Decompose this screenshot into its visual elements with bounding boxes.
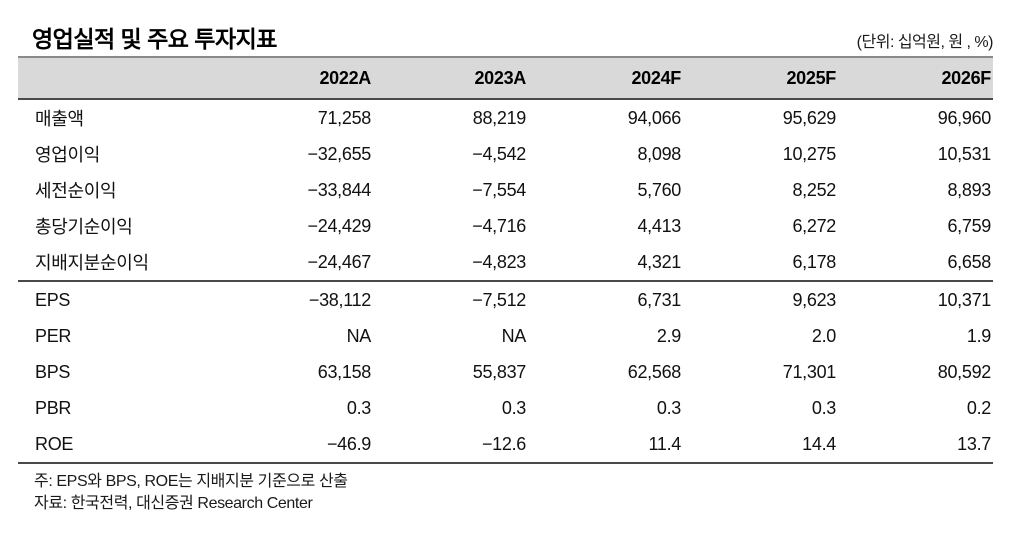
cell: 11.4 <box>648 433 682 454</box>
cell: 95,629 <box>782 107 837 128</box>
col-header-2022a: 2022A <box>218 57 373 100</box>
cell: 13.7 <box>957 433 991 454</box>
col-header-2025f: 2025F <box>683 57 838 100</box>
row-label: EPS <box>35 289 71 310</box>
cell: −38,112 <box>308 289 371 310</box>
cell: 0.3 <box>346 397 371 418</box>
row-label: 세전순이익 <box>35 181 117 201</box>
unit-note: (단위: 십억원, 원 , %) <box>856 34 994 51</box>
table-row-controlling-net-profit: 지배지분순이익 −24,467 −4,823 4,321 6,178 6,658 <box>18 244 993 281</box>
cell: 0.3 <box>501 397 526 418</box>
cell: 1.9 <box>966 325 991 346</box>
table-row-per: PER NA NA 2.9 2.0 1.9 <box>18 318 993 354</box>
cell: 94,066 <box>627 107 682 128</box>
table-row-total-net-profit: 총당기순이익 −24,429 −4,716 4,413 6,272 6,759 <box>18 208 993 244</box>
row-label: 지배지분순이익 <box>35 253 149 273</box>
cell: 5,760 <box>637 179 681 200</box>
cell: 4,321 <box>637 251 681 272</box>
cell: 6,178 <box>792 251 836 272</box>
table-row-bps: BPS 63,158 55,837 62,568 71,301 80,592 <box>18 354 993 390</box>
cell: 8,098 <box>637 143 681 164</box>
cell: −33,844 <box>307 179 372 200</box>
footnotes-block: 주: EPS와 BPS, ROE는 지배지분 기준으로 산출 자료: 한국전력,… <box>18 471 993 515</box>
cell: NA <box>501 325 527 346</box>
col-header-2023a: 2023A <box>373 57 528 100</box>
cell: 63,158 <box>317 361 372 382</box>
cell: −7,554 <box>472 179 526 200</box>
cell: 6,759 <box>947 215 991 236</box>
cell: −12.6 <box>481 433 526 454</box>
cell: 2.0 <box>811 325 836 346</box>
cell: −24,429 <box>307 215 372 236</box>
cell: −24,467 <box>307 251 372 272</box>
cell: 6,731 <box>637 289 681 310</box>
row-label: BPS <box>35 361 71 382</box>
row-label: PER <box>35 325 72 346</box>
cell: 71,258 <box>317 107 372 128</box>
row-label: PBR <box>35 397 72 418</box>
cell: 10,275 <box>782 143 837 164</box>
cell: 4,413 <box>637 215 681 236</box>
cell: 8,252 <box>792 179 836 200</box>
cell: −4,716 <box>472 215 526 236</box>
cell: 0.3 <box>811 397 836 418</box>
cell: 10,531 <box>937 143 992 164</box>
cell: 14.4 <box>802 433 836 454</box>
page-title: 영업실적 및 주요 투자지표 <box>32 26 277 52</box>
cell: 9,623 <box>792 289 836 310</box>
cell: 10,371 <box>937 289 992 310</box>
cell: −32,655 <box>307 143 372 164</box>
col-header-2026f: 2026F <box>838 57 993 100</box>
cell: −4,542 <box>472 143 526 164</box>
cell: 6,272 <box>792 215 836 236</box>
cell: −4,823 <box>472 251 526 272</box>
table-row-operating-profit: 영업이익 −32,655 −4,542 8,098 10,275 10,531 <box>18 136 993 172</box>
cell: 88,219 <box>472 107 527 128</box>
cell: −46.9 <box>326 433 371 454</box>
cell: 71,301 <box>782 361 837 382</box>
cell: 0.3 <box>656 397 681 418</box>
cell: 80,592 <box>937 361 992 382</box>
cell: 8,893 <box>947 179 991 200</box>
cell: 2.9 <box>656 325 681 346</box>
cell: 96,960 <box>937 107 992 128</box>
valuation-metrics-section: EPS −38,112 −7,512 6,731 9,623 10,371 PE… <box>18 281 993 463</box>
row-label: 영업이익 <box>35 145 101 165</box>
table-row-roe: ROE −46.9 −12.6 11.4 14.4 13.7 <box>18 426 993 463</box>
cell: NA <box>346 325 372 346</box>
table-row-pbr: PBR 0.3 0.3 0.3 0.3 0.2 <box>18 390 993 426</box>
cell: −7,512 <box>472 289 526 310</box>
income-statement-section: 매출액 71,258 88,219 94,066 95,629 96,960 영… <box>18 99 993 281</box>
table-row-eps: EPS −38,112 −7,512 6,731 9,623 10,371 <box>18 281 993 318</box>
row-label: 총당기순이익 <box>35 217 133 237</box>
cell: 6,658 <box>947 251 991 272</box>
column-header-row: 2022A 2023A 2024F 2025F 2026F <box>18 57 993 100</box>
col-header-2024f: 2024F <box>528 57 683 100</box>
cell: 62,568 <box>627 361 682 382</box>
row-label: ROE <box>35 433 74 454</box>
footnote-note: 주: EPS와 BPS, ROE는 지배지분 기준으로 산출 <box>34 473 348 490</box>
cell: 0.2 <box>966 397 991 418</box>
table-row-revenue: 매출액 71,258 88,219 94,066 95,629 96,960 <box>18 99 993 136</box>
col-header-metric <box>18 57 218 100</box>
table-header-block: 영업실적 및 주요 투자지표 (단위: 십억원, 원 , %) <box>18 10 994 56</box>
table-row-pretax-profit: 세전순이익 −33,844 −7,554 5,760 8,252 8,893 <box>18 172 993 208</box>
financial-table: 2022A 2023A 2024F 2025F 2026F 매출액 71,258… <box>18 56 993 464</box>
cell: 55,837 <box>472 361 527 382</box>
footnote-source: 자료: 한국전력, 대신증권 Research Center <box>34 495 313 512</box>
row-label: 매출액 <box>35 109 84 129</box>
